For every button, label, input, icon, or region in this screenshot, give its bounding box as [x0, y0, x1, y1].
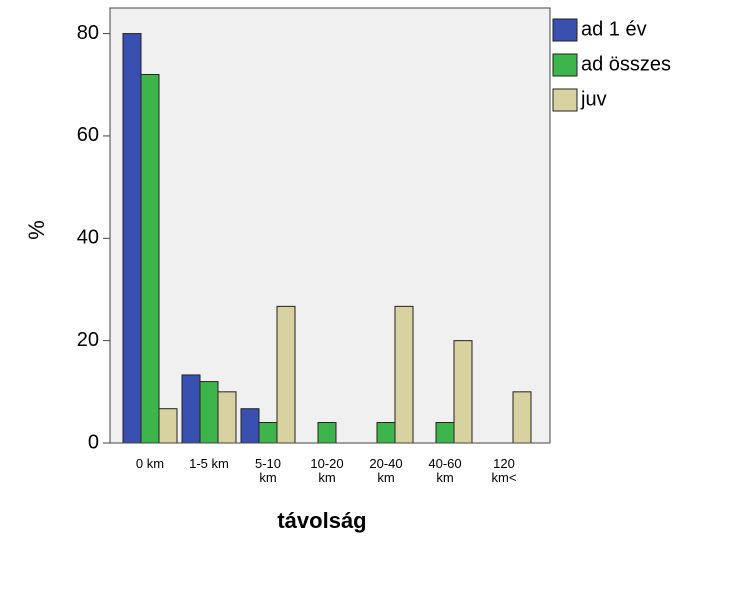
- y-tick-label: 40: [77, 227, 99, 249]
- bar: [435, 422, 455, 444]
- bar: [394, 305, 414, 444]
- bar: [158, 408, 178, 444]
- bar: [240, 408, 260, 444]
- legend-swatch: [552, 53, 578, 77]
- bar: [122, 33, 142, 444]
- y-axis-title: %: [24, 220, 49, 240]
- plot-area: [109, 7, 551, 444]
- legend-label: juv: [580, 88, 607, 110]
- y-tick-label: 60: [77, 124, 99, 146]
- bar: [217, 391, 237, 444]
- legend-label: ad összes: [581, 53, 671, 75]
- bar: [276, 305, 296, 444]
- x-tick-label: 1-5 km: [189, 456, 229, 471]
- bar: [317, 422, 337, 444]
- x-tick-label: 5-10 km: [254, 456, 282, 485]
- x-tick-label: 40-60 km: [428, 456, 462, 485]
- bar: [199, 381, 219, 444]
- x-tick-label: 10-20 km: [310, 456, 344, 485]
- bar: [181, 374, 201, 444]
- legend-swatch: [552, 88, 578, 112]
- x-tick-label: 0 km: [135, 456, 165, 471]
- y-tick-label: 80: [77, 22, 99, 44]
- bar: [376, 422, 396, 444]
- bar: [453, 340, 473, 444]
- x-tick-label: 20-40 km: [369, 456, 403, 485]
- legend-label: ad 1 év: [581, 18, 647, 40]
- x-axis-title: távolság: [277, 508, 366, 533]
- bar: [512, 391, 532, 444]
- bar: [140, 74, 160, 444]
- legend-swatch: [552, 18, 578, 42]
- y-tick-label: 20: [77, 329, 99, 351]
- x-tick-label: 120 km<: [491, 456, 517, 485]
- y-tick-label: 0: [88, 431, 99, 453]
- bar: [258, 422, 278, 444]
